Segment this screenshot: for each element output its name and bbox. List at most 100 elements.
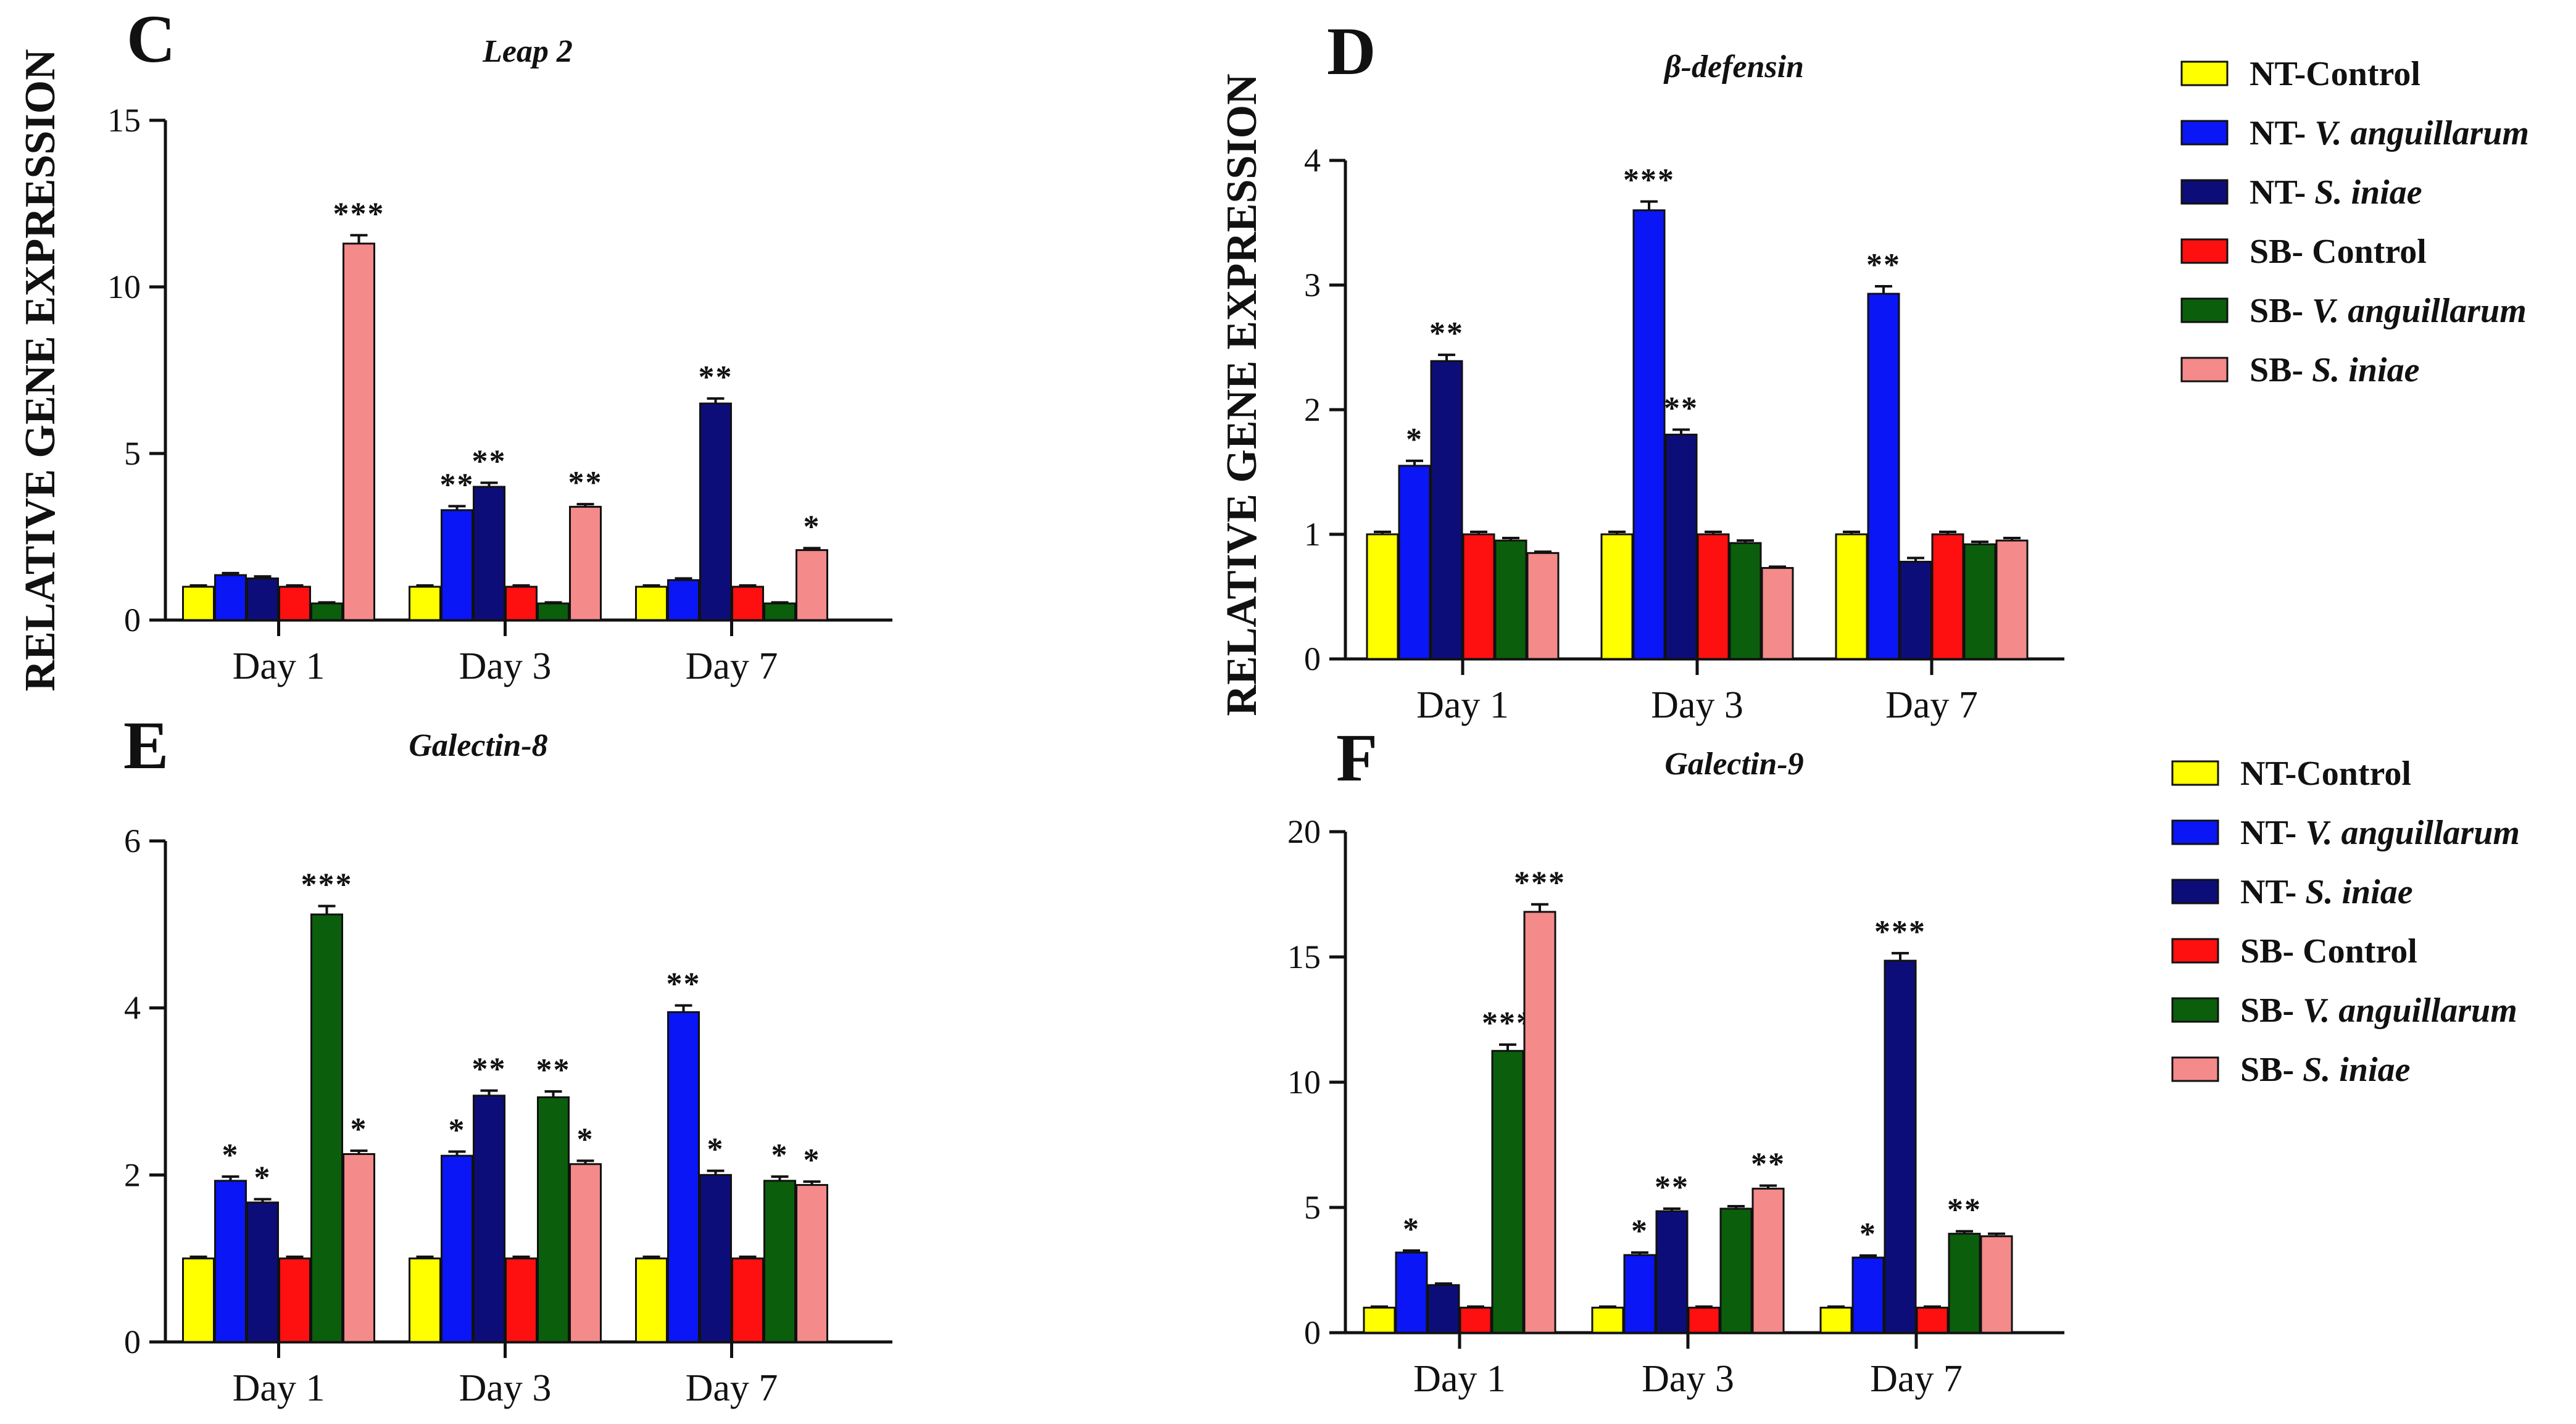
x-tick-label: Day 1 bbox=[233, 1367, 325, 1409]
bar bbox=[182, 1257, 215, 1343]
bar bbox=[214, 1180, 247, 1343]
bar bbox=[473, 1095, 505, 1343]
y-tick-label: 1 bbox=[1304, 516, 1321, 553]
bar bbox=[1591, 1306, 1624, 1334]
significance-label: * bbox=[1406, 422, 1423, 457]
bar bbox=[214, 574, 247, 621]
bar bbox=[699, 1174, 732, 1343]
significance-label: ** bbox=[536, 1053, 571, 1088]
bar bbox=[537, 1096, 570, 1343]
bar bbox=[1623, 1254, 1656, 1334]
significance-label: * bbox=[1859, 1217, 1877, 1252]
bar bbox=[1819, 1306, 1853, 1334]
significance-label: * bbox=[804, 509, 821, 544]
significance-label: *** bbox=[1514, 866, 1566, 901]
bar bbox=[1835, 533, 1868, 660]
y-tick-label: 4 bbox=[1304, 142, 1321, 179]
bar bbox=[1523, 911, 1556, 1334]
bar bbox=[763, 1180, 796, 1343]
legend-top: NT-Control NT- V. anguillarum NT- S. iniae… bbox=[2180, 55, 2529, 389]
panel-letter: D bbox=[1327, 14, 1376, 89]
x-tick-label: Day 7 bbox=[1870, 1358, 1963, 1400]
bar bbox=[1729, 542, 1762, 660]
chart-title: Galectin-8 bbox=[409, 728, 547, 763]
significance-label: ** bbox=[1866, 247, 1901, 283]
bar bbox=[441, 1154, 473, 1343]
legend-swatch bbox=[2171, 938, 2219, 964]
legend-swatch bbox=[2180, 60, 2229, 86]
bar bbox=[699, 402, 732, 621]
significance-label: ** bbox=[1751, 1147, 1785, 1182]
y-tick-label: 0 bbox=[124, 602, 141, 639]
bar bbox=[1948, 1233, 1981, 1334]
legend-label: NT-Control bbox=[2240, 755, 2411, 793]
bar bbox=[1459, 1306, 1492, 1334]
bar bbox=[1398, 465, 1431, 660]
panel-letter: C bbox=[127, 1, 175, 77]
x-tick-label: Day 7 bbox=[686, 645, 778, 687]
legend-swatch bbox=[2171, 819, 2219, 845]
bar bbox=[796, 1184, 828, 1343]
significance-label: * bbox=[1403, 1212, 1420, 1247]
legend-label: SB- S. iniae bbox=[2240, 1051, 2410, 1089]
bar bbox=[1366, 533, 1399, 660]
significance-label: ** bbox=[568, 465, 603, 500]
bar bbox=[667, 1011, 700, 1343]
bar bbox=[1363, 1306, 1396, 1334]
bar bbox=[1494, 539, 1527, 660]
y-tick-label: 4 bbox=[124, 990, 141, 1027]
bar bbox=[796, 549, 828, 621]
bar bbox=[1687, 1306, 1721, 1334]
x-tick-label: Day 7 bbox=[686, 1367, 778, 1409]
bar bbox=[731, 586, 764, 621]
y-tick-label: 5 bbox=[1304, 1189, 1321, 1226]
legend-bottom: NT-Control NT- V. anguillarum NT- S. iniae… bbox=[2171, 755, 2520, 1089]
legend-swatch bbox=[2180, 238, 2229, 264]
legend-swatch bbox=[2171, 879, 2219, 904]
legend-label: SB- Control bbox=[2250, 233, 2427, 271]
bar bbox=[310, 913, 343, 1343]
bar bbox=[1761, 567, 1794, 660]
significance-label: * bbox=[449, 1112, 466, 1148]
bar bbox=[1632, 209, 1666, 660]
significance-label: ** bbox=[1429, 316, 1464, 351]
y-axis-label-top-right: RELATIVE GENE EXPRESSION bbox=[1218, 73, 1266, 716]
y-tick-label: 0 bbox=[1304, 1314, 1321, 1351]
bar bbox=[1884, 959, 1917, 1334]
bar bbox=[1995, 539, 2029, 660]
bar bbox=[1697, 533, 1730, 660]
significance-label: * bbox=[707, 1132, 725, 1167]
significance-label: * bbox=[222, 1138, 239, 1173]
bar bbox=[1664, 433, 1698, 660]
legend-label: SB- Control bbox=[2240, 932, 2417, 971]
significance-label: ** bbox=[1947, 1193, 1982, 1228]
legend-label: NT-Control bbox=[2250, 55, 2420, 93]
bar bbox=[505, 1257, 538, 1343]
significance-label: *** bbox=[1874, 914, 1926, 950]
significance-label: ** bbox=[699, 360, 733, 395]
x-tick-label: Day 1 bbox=[1413, 1358, 1506, 1400]
y-tick-label: 2 bbox=[1304, 391, 1321, 428]
chart-title: Galectin-9 bbox=[1664, 747, 1803, 782]
x-tick-label: Day 7 bbox=[1885, 684, 1978, 726]
bar bbox=[1867, 292, 1900, 660]
y-tick-label: 0 bbox=[124, 1323, 141, 1360]
y-tick-label: 3 bbox=[1304, 267, 1321, 304]
bar bbox=[1395, 1251, 1428, 1334]
legend-label: SB- V. anguillarum bbox=[2240, 991, 2517, 1030]
y-tick-label: 6 bbox=[124, 822, 141, 859]
bar bbox=[1430, 360, 1463, 660]
bar bbox=[246, 1201, 279, 1343]
legend-swatch bbox=[2171, 997, 2219, 1023]
bar bbox=[310, 602, 343, 621]
significance-label: * bbox=[771, 1138, 789, 1173]
bar bbox=[1655, 1210, 1689, 1334]
significance-label: * bbox=[351, 1112, 368, 1147]
x-tick-label: Day 3 bbox=[1651, 684, 1743, 726]
legend-label: SB- V. anguillarum bbox=[2250, 292, 2527, 330]
legend-label: SB- S. iniae bbox=[2250, 351, 2419, 389]
bar bbox=[1427, 1284, 1460, 1334]
